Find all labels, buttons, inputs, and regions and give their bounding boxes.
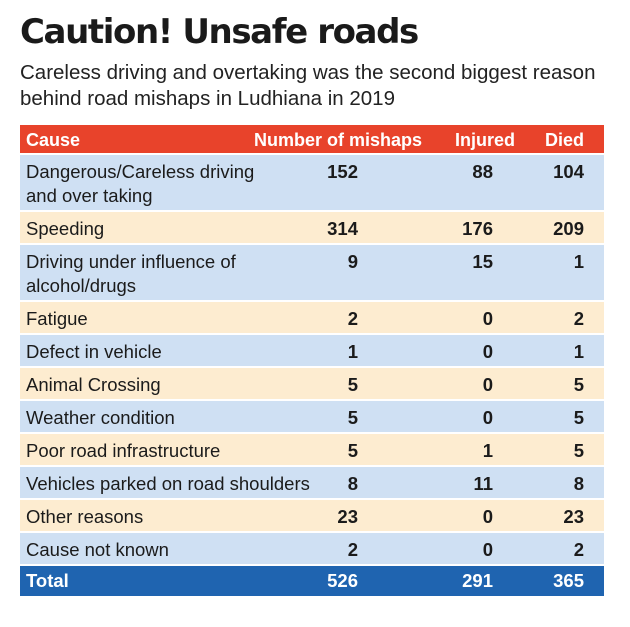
cell-died: 5 xyxy=(573,407,584,428)
total-injured: 291 xyxy=(462,570,493,591)
header-cause: Cause xyxy=(26,130,81,150)
cell-mishaps: 152 xyxy=(327,161,358,182)
cell-died: 1 xyxy=(573,251,584,272)
cell-cause: Dangerous/Careless driving and over taki… xyxy=(26,161,255,206)
cell-injured: 11 xyxy=(473,473,493,494)
table-row: Animal Crossing 5 0 5 xyxy=(20,368,604,401)
table-row: Dangerous/Careless driving and over taki… xyxy=(20,155,604,212)
table-total-row: Total 526 291 365 xyxy=(20,566,604,596)
page-title: Caution! Unsafe roads xyxy=(20,12,419,52)
cell-injured: 0 xyxy=(482,539,493,560)
table-row: Cause not known 2 0 2 xyxy=(20,533,604,566)
cell-injured: 0 xyxy=(482,407,493,428)
table-row: Fatigue 2 0 2 xyxy=(20,302,604,335)
cell-mishaps: 314 xyxy=(327,218,358,239)
header-died: Died xyxy=(545,130,585,150)
cell-cause: Driving under influence of alcohol/drugs xyxy=(26,251,236,296)
cell-cause: Fatigue xyxy=(26,308,88,329)
cell-mishaps: 1 xyxy=(347,341,358,362)
cell-cause: Speeding xyxy=(26,218,105,239)
cell-injured: 0 xyxy=(482,374,493,395)
table-row: Defect in vehicle 1 0 1 xyxy=(20,335,604,368)
cell-injured: 0 xyxy=(482,341,493,362)
table-row: Speeding 314 176 209 xyxy=(20,212,604,245)
cell-cause: Other reasons xyxy=(26,506,144,527)
cell-mishaps: 8 xyxy=(347,473,358,494)
cell-mishaps: 23 xyxy=(337,506,358,527)
cell-injured: 0 xyxy=(482,308,493,329)
table-row: Driving under influence of alcohol/drugs… xyxy=(20,245,604,302)
cell-injured: 0 xyxy=(482,506,493,527)
total-mishaps: 526 xyxy=(327,570,358,591)
cell-cause: Vehicles parked on road shoulders xyxy=(26,473,310,494)
cell-mishaps: 2 xyxy=(347,308,358,329)
cell-mishaps: 5 xyxy=(347,374,358,395)
cell-died: 2 xyxy=(573,308,584,329)
header-mishaps: Number of mishaps xyxy=(254,130,423,150)
cell-mishaps: 5 xyxy=(347,440,358,461)
cell-died: 5 xyxy=(573,440,584,461)
table-header-row: Cause Number of mishaps Injured Died xyxy=(20,125,604,155)
cell-cause: Animal Crossing xyxy=(26,374,161,395)
cell-died: 5 xyxy=(573,374,584,395)
cell-mishaps: 2 xyxy=(347,539,358,560)
cell-cause: Defect in vehicle xyxy=(26,341,162,362)
cell-mishaps: 9 xyxy=(347,251,358,272)
table-row: Vehicles parked on road shoulders 8 11 8 xyxy=(20,467,604,500)
table-row: Other reasons 23 0 23 xyxy=(20,500,604,533)
cell-died: 104 xyxy=(553,161,584,182)
cell-cause: Weather condition xyxy=(26,407,175,428)
cell-died: 2 xyxy=(573,539,584,560)
cell-cause: Poor road infrastructure xyxy=(26,440,221,461)
page-subtitle: Careless driving and overtaking was the … xyxy=(20,61,596,110)
cell-died: 1 xyxy=(573,341,584,362)
cell-injured: 15 xyxy=(472,251,493,272)
total-died: 365 xyxy=(553,570,584,591)
cell-injured: 176 xyxy=(462,218,493,239)
mishaps-table: Cause Number of mishaps Injured Died Dan… xyxy=(20,125,604,596)
cell-died: 23 xyxy=(563,506,584,527)
cell-died: 8 xyxy=(573,473,584,494)
cell-injured: 88 xyxy=(472,161,493,182)
cell-injured: 1 xyxy=(482,440,493,461)
table-row: Weather condition 5 0 5 xyxy=(20,401,604,434)
table-row: Poor road infrastructure 5 1 5 xyxy=(20,434,604,467)
cell-cause: Cause not known xyxy=(26,539,169,560)
cell-died: 209 xyxy=(553,218,584,239)
cell-mishaps: 5 xyxy=(347,407,358,428)
header-injured: Injured xyxy=(455,130,516,150)
total-label: Total xyxy=(26,570,69,591)
